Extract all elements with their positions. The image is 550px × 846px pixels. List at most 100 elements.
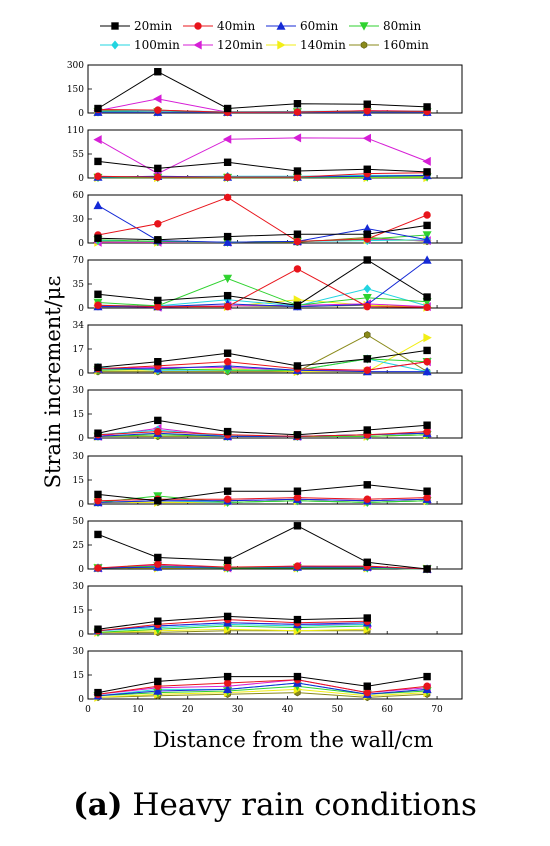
legend-entry-100min: 100min: [100, 38, 180, 52]
data-point: [154, 677, 162, 686]
data-point: [423, 358, 431, 366]
panel-1: 0 150 300: [67, 61, 463, 119]
series-line: [97, 525, 428, 570]
data-point: [154, 553, 162, 562]
data-point: [423, 487, 431, 495]
data-point: [223, 232, 232, 241]
data-point: [154, 106, 162, 114]
data-point: [94, 688, 102, 697]
legend-entry-120min: 120min: [183, 38, 263, 52]
legend-entry-40min: 40min: [183, 19, 255, 33]
data-point: [154, 296, 162, 305]
series-line: [97, 349, 428, 368]
data-point: [423, 293, 431, 301]
data-point: [93, 200, 103, 210]
data-point: [423, 346, 431, 355]
y-tick-label: 35: [73, 280, 85, 290]
data-point: [423, 221, 431, 230]
data-point: [293, 487, 302, 495]
series-line: [97, 676, 428, 694]
data-point: [94, 363, 102, 372]
figure-caption: (a) Heavy rain conditions: [73, 787, 477, 823]
data-point: [423, 168, 431, 176]
data-point: [223, 612, 232, 621]
x-tick-label: 0: [85, 705, 91, 715]
data-point: [223, 358, 232, 366]
series-20min: [94, 221, 431, 244]
y-tick-label: 0: [78, 500, 84, 510]
data-point: [423, 421, 431, 429]
y-tick-label: 15: [73, 476, 85, 486]
series-line: [97, 692, 428, 698]
data-point: [363, 495, 371, 503]
y-tick-label: 0: [78, 369, 84, 379]
y-tick-label: 60: [73, 191, 85, 201]
data-point: [423, 565, 431, 573]
data-point: [222, 134, 232, 144]
series-40min: [94, 169, 431, 181]
panel-6: 0 15 30: [73, 386, 463, 444]
data-point: [154, 164, 162, 173]
series-20min: [94, 481, 431, 505]
data-point: [363, 100, 371, 108]
data-point: [363, 331, 371, 339]
data-point: [223, 274, 233, 284]
series-line: [97, 679, 428, 695]
legend-label: 160min: [383, 38, 429, 52]
legend-marker: [277, 40, 286, 50]
data-point: [423, 333, 432, 343]
data-point: [154, 236, 162, 244]
data-point: [223, 193, 232, 202]
series-60min: [93, 255, 432, 311]
caption-label: (a): [73, 787, 122, 823]
data-point: [223, 158, 232, 166]
data-point: [363, 355, 371, 363]
x-tick-label: 20: [182, 705, 194, 715]
y-tick-label: 0: [78, 174, 84, 184]
y-tick-label: 0: [78, 695, 84, 705]
data-point: [363, 256, 371, 264]
series-line: [97, 431, 428, 437]
y-tick-label: 50: [73, 517, 85, 527]
data-point: [223, 679, 232, 687]
data-point: [94, 429, 102, 437]
y-tick-label: 70: [73, 256, 85, 266]
series-20min: [94, 522, 431, 573]
data-point: [423, 427, 431, 436]
legend-marker: [193, 40, 202, 50]
legend: 20min 40min 60min 80min 100min 120min 140min 16…: [100, 19, 429, 52]
data-point: [293, 362, 302, 370]
data-point: [363, 107, 371, 115]
y-tick-label: 150: [67, 85, 84, 95]
legend-entry-80min: 80min: [349, 19, 421, 33]
panel-7: 0 15 30: [73, 452, 463, 510]
data-point: [422, 255, 432, 264]
x-tick-label: 60: [381, 705, 393, 715]
legend-marker: [194, 22, 202, 30]
series-line: [97, 563, 428, 570]
data-point: [154, 220, 162, 228]
series-line: [97, 109, 428, 113]
series-line: [97, 419, 428, 436]
series-line: [97, 682, 428, 697]
legend-marker: [276, 21, 286, 30]
legend-marker: [359, 22, 369, 31]
legend-entry-140min: 140min: [266, 38, 346, 52]
y-tick-label: 0: [78, 239, 84, 249]
data-point: [293, 167, 302, 175]
x-tick-label: 70: [431, 705, 443, 715]
y-axis-label: Strain increment/με: [41, 276, 65, 489]
data-point: [93, 135, 102, 145]
data-point: [94, 564, 102, 572]
data-point: [363, 165, 371, 173]
x-tick-label: 30: [232, 705, 244, 715]
legend-label: 80min: [383, 19, 421, 33]
panel-10: 0 15 30 0 10 20 30 40 50 60 70: [73, 647, 463, 715]
y-tick-label: 25: [73, 541, 85, 551]
series-line: [97, 71, 428, 110]
data-point: [293, 230, 302, 238]
series-60min: [93, 200, 432, 246]
series-line: [97, 234, 428, 243]
series-line: [97, 495, 428, 503]
